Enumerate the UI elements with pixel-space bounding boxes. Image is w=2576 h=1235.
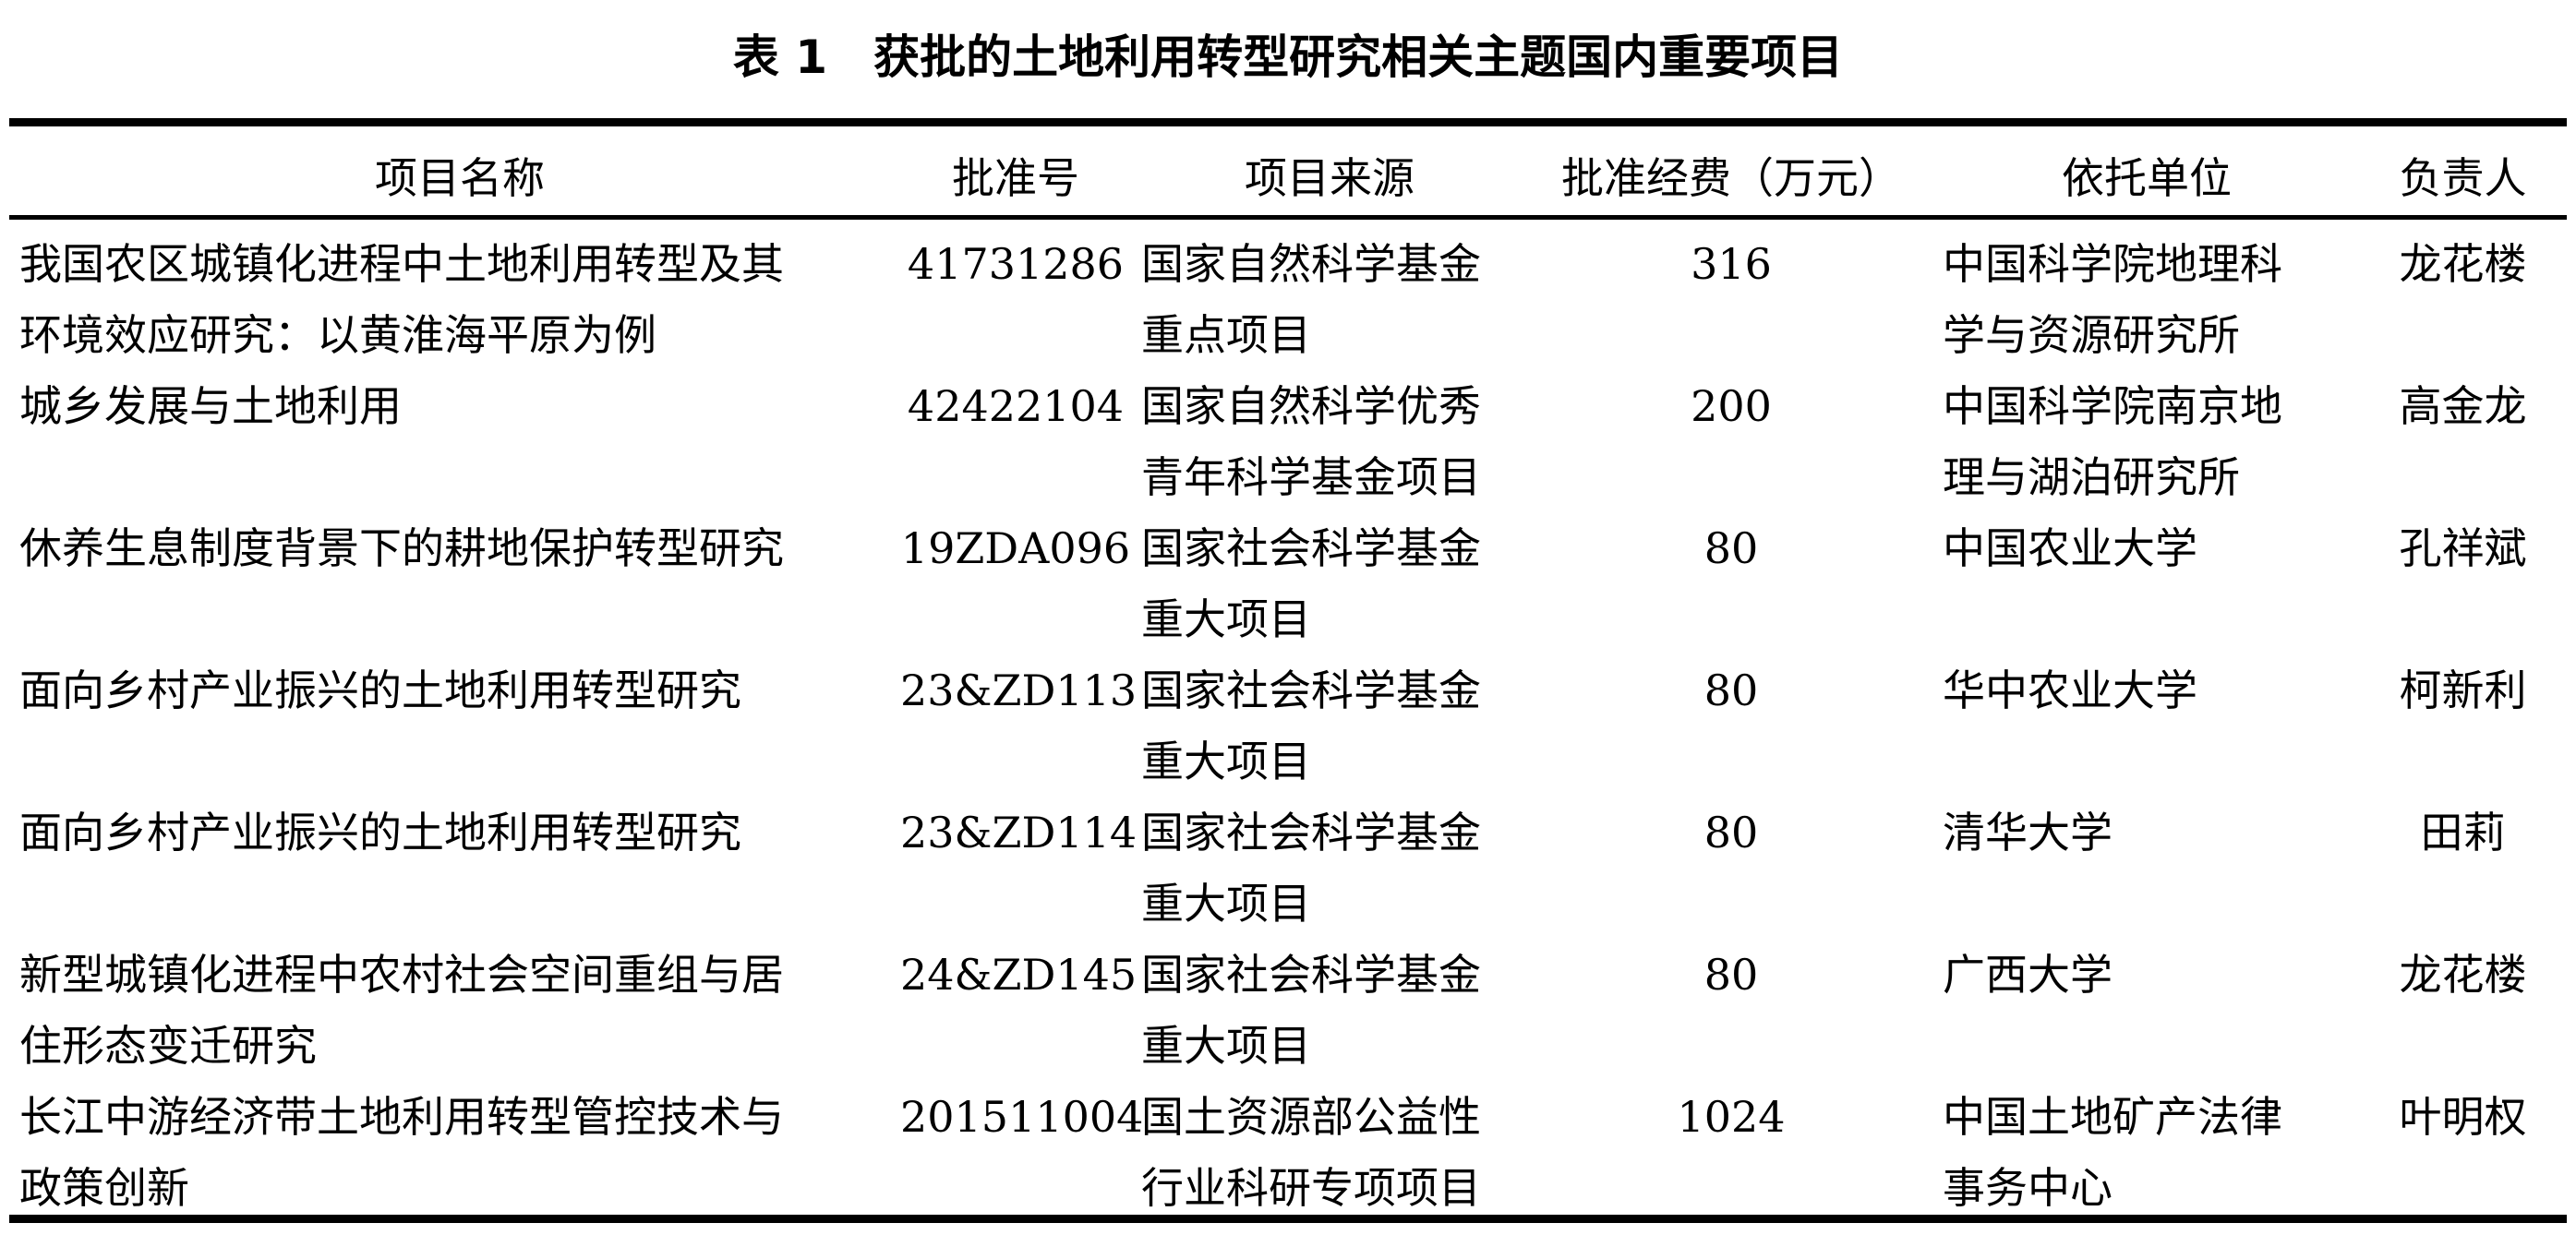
cell-approval-number: 23&ZD113 [900,665,1138,715]
cell-institution: 华中农业大学 [1943,665,2197,715]
cell-project-source: 国家自然科学基金 重点项目 [1141,239,1481,360]
cell-approval-number: 42422104 [907,381,1125,431]
cell-institution: 清华大学 [1943,808,2113,857]
cell-leader: 田莉 [2420,808,2506,857]
table-row: 面向乡村产业振兴的土地利用转型研究 23&ZD114 国家社会科学基金 重大项目 80… [9,797,2567,940]
cell-project-name: 城乡发展与土地利用 [19,381,402,431]
bottom-rule [9,1215,2567,1223]
header-institution: 依托单位 [2062,152,2232,203]
cell-institution: 中国农业大学 [1943,523,2197,573]
cell-project-source: 国家社会科学基金 重大项目 [1141,523,1481,644]
cell-leader: 龙花楼 [2399,950,2527,1000]
cell-approval-number: 201511004 [900,1092,1144,1142]
cell-project-name: 新型城镇化进程中农村社会空间重组与居 住形态变迁研究 [19,950,784,1071]
cell-funding: 1024 [1677,1092,1786,1142]
cell-approval-number: 41731286 [907,239,1125,289]
header-funding: 批准经费（万元） [1561,152,1901,203]
cell-institution: 中国科学院南京地 理与湖泊研究所 [1943,381,2282,502]
cell-project-source: 国家自然科学优秀 青年科学基金项目 [1141,381,1481,502]
header-row: 项目名称 批准号 项目来源 批准经费（万元） 依托单位 负责人 [9,137,2567,220]
cell-project-name: 长江中游经济带土地利用转型管控技术与 政策创新 [19,1092,784,1213]
header-leader: 负责人 [2399,152,2527,203]
cell-leader: 孔祥斌 [2399,523,2527,573]
cell-funding: 80 [1703,808,1759,857]
table-title: 表 1 获批的土地利用转型研究相关主题国内重要项目 [732,30,1844,84]
cell-project-name: 面向乡村产业振兴的土地利用转型研究 [19,665,741,715]
header-approval-number: 批准号 [952,152,1079,203]
cell-funding: 316 [1691,239,1772,289]
cell-funding: 80 [1703,665,1759,715]
cell-institution: 中国科学院地理科 学与资源研究所 [1943,239,2282,360]
cell-project-source: 国家社会科学基金 重大项目 [1141,808,1481,929]
top-rule [9,118,2567,126]
table-row: 我国农区城镇化进程中土地利用转型及其 环境效应研究：以黄淮海平原为例 417312… [9,220,2567,371]
cell-leader: 柯新利 [2399,665,2527,715]
header-project-source: 项目来源 [1245,152,1414,203]
cell-project-source: 国家社会科学基金 重大项目 [1141,665,1481,786]
cell-leader: 龙花楼 [2399,239,2527,289]
cell-leader: 叶明权 [2399,1092,2527,1142]
table-row: 休养生息制度背景下的耕地保护转型研究 19ZDA096 国家社会科学基金 重大项目 8… [9,513,2567,655]
cell-approval-number: 23&ZD114 [900,808,1138,857]
table-row: 新型城镇化进程中农村社会空间重组与居 住形态变迁研究 24&ZD145 国家社会科学… [9,940,2567,1082]
cell-project-name: 我国农区城镇化进程中土地利用转型及其 环境效应研究：以黄淮海平原为例 [19,239,784,360]
table-row: 长江中游经济带土地利用转型管控技术与 政策创新 201511004 国土资源部公益性… [9,1082,2567,1224]
cell-funding: 200 [1691,381,1772,431]
header-project-name: 项目名称 [375,152,545,203]
cell-project-source: 国土资源部公益性 行业科研专项项目 [1141,1092,1481,1213]
cell-funding: 80 [1703,950,1759,1000]
cell-institution: 中国土地矿产法律 事务中心 [1943,1092,2282,1213]
table-row: 面向乡村产业振兴的土地利用转型研究 23&ZD113 国家社会科学基金 重大项目 80… [9,655,2567,797]
cell-approval-number: 19ZDA096 [900,523,1131,573]
projects-table: 项目名称 批准号 项目来源 批准经费（万元） 依托单位 负责人 我国农区城镇化进… [9,137,2567,1224]
cell-project-name: 休养生息制度背景下的耕地保护转型研究 [19,523,784,573]
cell-leader: 高金龙 [2399,381,2527,431]
cell-project-name: 面向乡村产业振兴的土地利用转型研究 [19,808,741,857]
header-rule [9,215,2567,220]
cell-project-source: 国家社会科学基金 重大项目 [1141,950,1481,1071]
cell-institution: 广西大学 [1943,950,2113,1000]
table-row: 城乡发展与土地利用 42422104 国家自然科学优秀 青年科学基金项目 200 中国科… [9,371,2567,513]
cell-funding: 80 [1703,523,1759,573]
cell-approval-number: 24&ZD145 [900,950,1138,1000]
